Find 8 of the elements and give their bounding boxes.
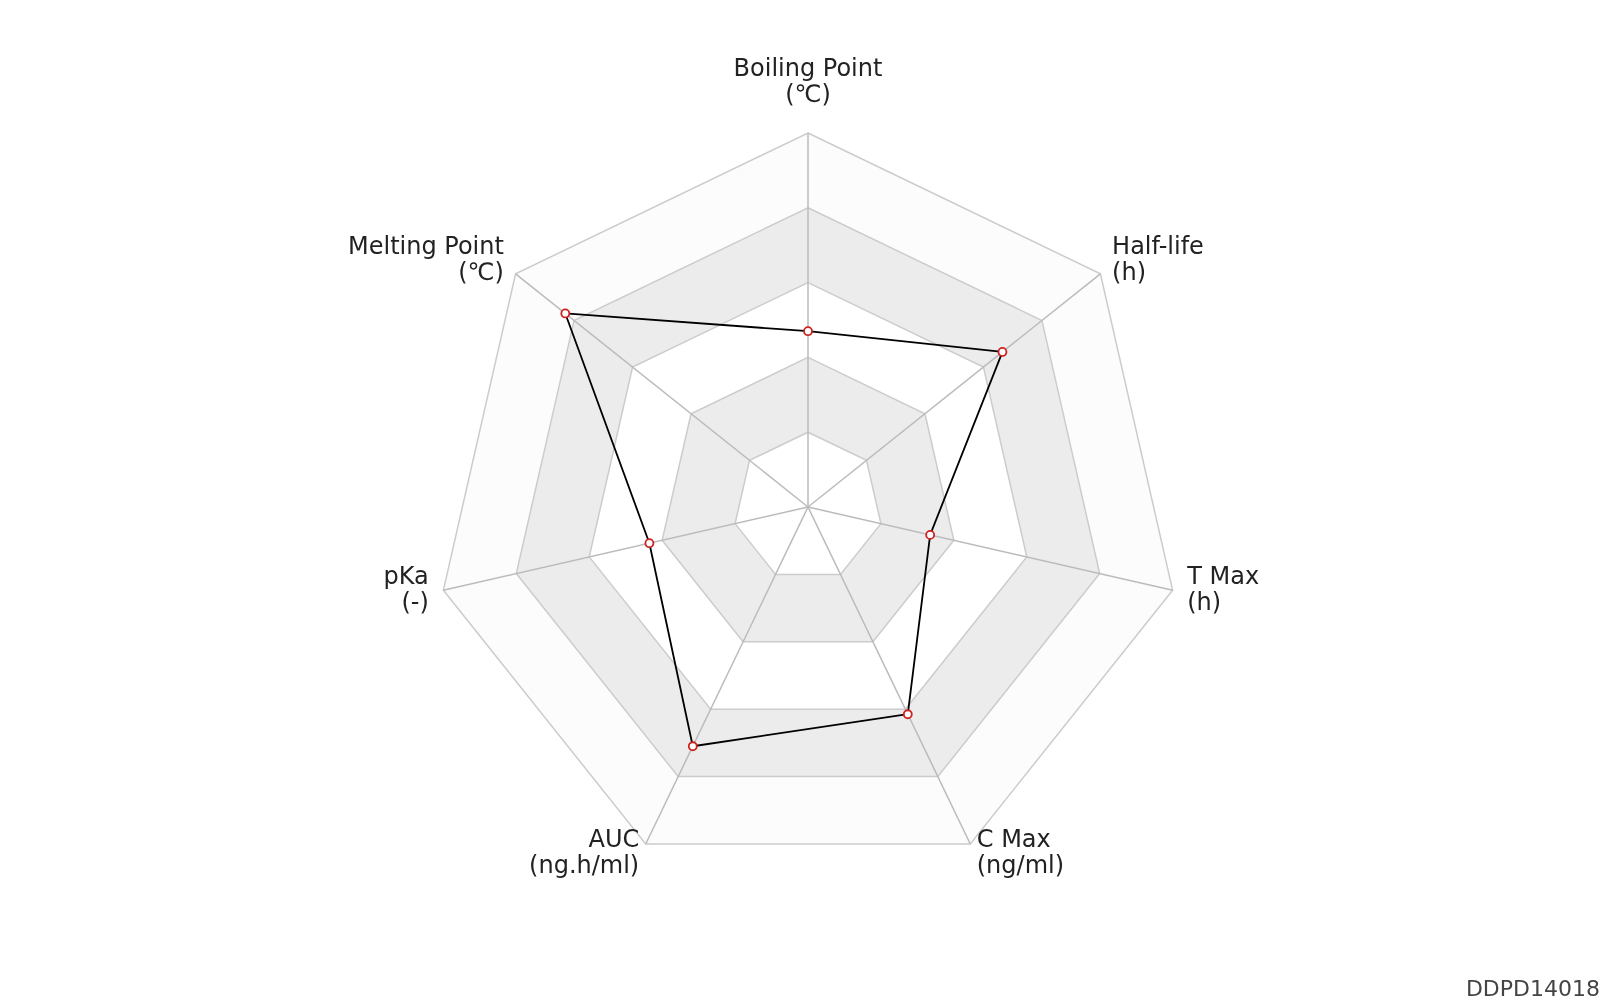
spoke-label: Half-life (h) <box>1112 232 1204 287</box>
text: DDPD14018 <box>1465 976 1600 1000</box>
spoke-label: T Max (h) <box>1186 561 1260 616</box>
spoke-label: pKa (-) <box>383 561 429 616</box>
spoke-label: C Max (ng/ml) <box>976 825 1065 880</box>
spoke-label: AUC (ng.h/ml) <box>529 825 640 880</box>
spoke-label: Boiling Point (℃) <box>733 54 883 109</box>
spoke-label: Melting Point (℃) <box>348 232 504 287</box>
